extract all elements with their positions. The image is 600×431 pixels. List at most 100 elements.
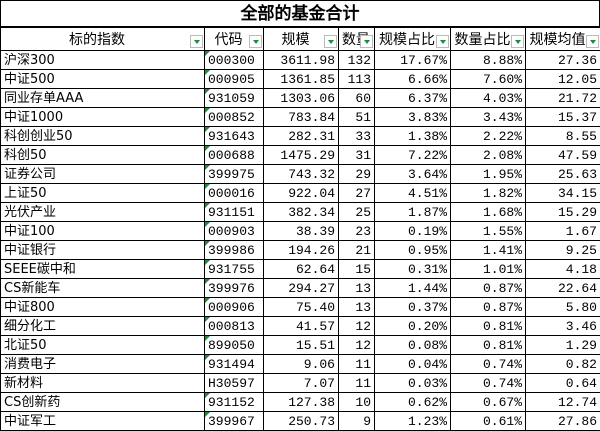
cell-count[interactable]: 29 (339, 165, 375, 184)
cell-scale-mean[interactable]: 15.29 (526, 203, 600, 222)
cell-scale[interactable]: 41.57 (264, 317, 339, 336)
filter-dropdown-icon[interactable] (249, 35, 262, 48)
cell-index-name[interactable]: 中证军工 (1, 412, 205, 431)
cell-index-name[interactable]: 中证银行 (1, 241, 205, 260)
cell-scale-mean[interactable]: 12.74 (526, 393, 600, 412)
cell-count[interactable]: 21 (339, 241, 375, 260)
cell-scale-mean[interactable]: 34.15 (526, 184, 600, 203)
cell-code[interactable]: 931151 (205, 203, 264, 222)
cell-scale[interactable]: 1303.06 (264, 89, 339, 108)
cell-count-ratio[interactable]: 2.08% (451, 146, 526, 165)
cell-code[interactable]: 931494 (205, 355, 264, 374)
cell-index-name[interactable]: 同业存单AAA (1, 89, 205, 108)
cell-scale[interactable]: 382.34 (264, 203, 339, 222)
cell-scale-mean[interactable]: 4.18 (526, 260, 600, 279)
cell-index-name[interactable]: 新材料 (1, 374, 205, 393)
cell-count-ratio[interactable]: 0.81% (451, 336, 526, 355)
cell-count-ratio[interactable]: 0.81% (451, 317, 526, 336)
cell-count-ratio[interactable]: 1.55% (451, 222, 526, 241)
cell-count[interactable]: 23 (339, 222, 375, 241)
cell-scale-ratio[interactable]: 0.19% (375, 222, 451, 241)
cell-scale-mean[interactable]: 1.29 (526, 336, 600, 355)
cell-count-ratio[interactable]: 0.87% (451, 279, 526, 298)
cell-count-ratio[interactable]: 8.88% (451, 51, 526, 70)
cell-count[interactable]: 11 (339, 374, 375, 393)
cell-scale-ratio[interactable]: 0.31% (375, 260, 451, 279)
cell-code[interactable]: 931755 (205, 260, 264, 279)
cell-index-name[interactable]: 光伏产业 (1, 203, 205, 222)
cell-count[interactable]: 12 (339, 317, 375, 336)
cell-count-ratio[interactable]: 2.22% (451, 127, 526, 146)
cell-code[interactable]: H30597 (205, 374, 264, 393)
cell-scale[interactable]: 9.06 (264, 355, 339, 374)
cell-index-name[interactable]: CS创新药 (1, 393, 205, 412)
cell-count-ratio[interactable]: 0.74% (451, 355, 526, 374)
cell-count[interactable]: 25 (339, 203, 375, 222)
cell-scale-mean[interactable]: 21.72 (526, 89, 600, 108)
cell-count-ratio[interactable]: 1.41% (451, 241, 526, 260)
cell-scale-mean[interactable]: 15.37 (526, 108, 600, 127)
cell-index-name[interactable]: 中证800 (1, 298, 205, 317)
cell-scale-ratio[interactable]: 6.66% (375, 70, 451, 89)
cell-code[interactable]: 399986 (205, 241, 264, 260)
cell-scale-ratio[interactable]: 0.95% (375, 241, 451, 260)
cell-scale-mean[interactable]: 9.25 (526, 241, 600, 260)
cell-scale[interactable]: 250.73 (264, 412, 339, 431)
filter-dropdown-icon[interactable] (324, 35, 337, 48)
cell-count-ratio[interactable]: 1.82% (451, 184, 526, 203)
cell-scale-ratio[interactable]: 17.67% (375, 51, 451, 70)
cell-code[interactable]: 000300 (205, 51, 264, 70)
cell-count[interactable]: 11 (339, 355, 375, 374)
cell-code[interactable]: 000905 (205, 70, 264, 89)
cell-index-name[interactable]: 消费电子 (1, 355, 205, 374)
cell-scale[interactable]: 15.51 (264, 336, 339, 355)
cell-index-name[interactable]: SEEE碳中和 (1, 260, 205, 279)
cell-code[interactable]: 931059 (205, 89, 264, 108)
cell-scale-ratio[interactable]: 3.64% (375, 165, 451, 184)
cell-count[interactable]: 33 (339, 127, 375, 146)
cell-scale-mean[interactable]: 0.82 (526, 355, 600, 374)
cell-scale[interactable]: 294.27 (264, 279, 339, 298)
cell-code[interactable]: 000903 (205, 222, 264, 241)
cell-scale-mean[interactable]: 0.64 (526, 374, 600, 393)
filter-dropdown-icon[interactable] (586, 35, 599, 48)
cell-code[interactable]: 000016 (205, 184, 264, 203)
cell-index-name[interactable]: 证券公司 (1, 165, 205, 184)
cell-scale-ratio[interactable]: 1.23% (375, 412, 451, 431)
cell-scale-ratio[interactable]: 1.38% (375, 127, 451, 146)
cell-scale-ratio[interactable]: 0.04% (375, 355, 451, 374)
cell-code[interactable]: 000813 (205, 317, 264, 336)
cell-index-name[interactable]: 细分化工 (1, 317, 205, 336)
cell-scale-ratio[interactable]: 4.51% (375, 184, 451, 203)
cell-code[interactable]: 399975 (205, 165, 264, 184)
cell-index-name[interactable]: 北证50 (1, 336, 205, 355)
cell-index-name[interactable]: 中证500 (1, 70, 205, 89)
cell-index-name[interactable]: 科创创业50 (1, 127, 205, 146)
cell-count-ratio[interactable]: 1.95% (451, 165, 526, 184)
cell-code[interactable]: 931643 (205, 127, 264, 146)
cell-scale[interactable]: 3611.98 (264, 51, 339, 70)
cell-index-name[interactable]: 沪深300 (1, 51, 205, 70)
cell-count-ratio[interactable]: 0.61% (451, 412, 526, 431)
filter-dropdown-icon[interactable] (436, 35, 449, 48)
cell-scale-mean[interactable]: 5.80 (526, 298, 600, 317)
cell-scale-ratio[interactable]: 0.62% (375, 393, 451, 412)
cell-scale[interactable]: 1475.29 (264, 146, 339, 165)
cell-count[interactable]: 9 (339, 412, 375, 431)
cell-scale-mean[interactable]: 25.63 (526, 165, 600, 184)
cell-scale[interactable]: 922.04 (264, 184, 339, 203)
cell-scale[interactable]: 282.31 (264, 127, 339, 146)
cell-count-ratio[interactable]: 0.67% (451, 393, 526, 412)
cell-scale[interactable]: 1361.85 (264, 70, 339, 89)
cell-count-ratio[interactable]: 0.87% (451, 298, 526, 317)
filter-dropdown-icon[interactable] (190, 35, 203, 48)
cell-scale[interactable]: 127.38 (264, 393, 339, 412)
filter-dropdown-icon[interactable] (511, 35, 524, 48)
cell-scale-ratio[interactable]: 7.22% (375, 146, 451, 165)
cell-code[interactable]: 899050 (205, 336, 264, 355)
cell-count[interactable]: 60 (339, 89, 375, 108)
cell-scale-mean[interactable]: 22.64 (526, 279, 600, 298)
cell-count[interactable]: 13 (339, 279, 375, 298)
cell-scale[interactable]: 783.84 (264, 108, 339, 127)
cell-scale[interactable]: 75.40 (264, 298, 339, 317)
